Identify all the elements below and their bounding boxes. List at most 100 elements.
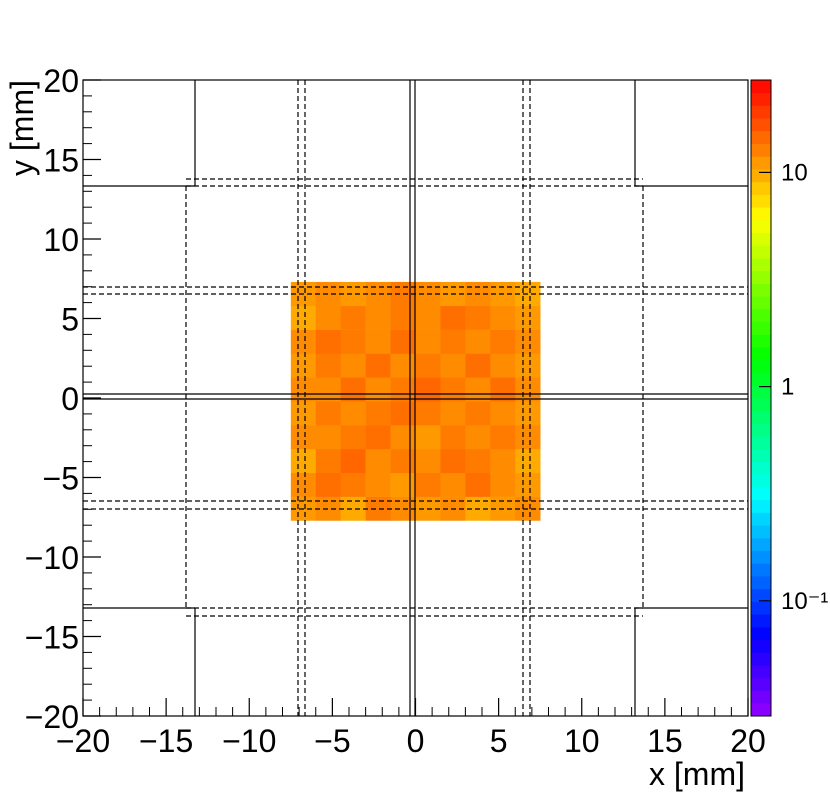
heatmap-cell: [415, 448, 441, 474]
color-step: [751, 576, 771, 590]
y-tick-label: −15: [25, 620, 79, 656]
heatmap-cell: [365, 377, 391, 402]
color-step: [751, 80, 771, 94]
heatmap-cell: [365, 448, 391, 474]
heatmap-cell: [440, 425, 466, 450]
heatmap-cell: [415, 305, 441, 330]
color-step: [751, 588, 771, 602]
color-step: [751, 258, 771, 272]
x-tick-label: 15: [647, 723, 683, 759]
color-step: [751, 677, 771, 691]
heatmap-cell: [365, 496, 391, 521]
heatmap-cell: [340, 448, 366, 474]
y-tick-label: 5: [61, 302, 79, 338]
heatmap-cell: [390, 401, 416, 426]
heatmap-cell: [290, 472, 317, 497]
heatmap-cell: [465, 401, 491, 426]
color-step: [751, 181, 771, 195]
color-step: [751, 194, 771, 208]
heatmap-cell: [465, 425, 491, 450]
axes: −20 −15 −10 −5 0 5 10 15 20 −20 −15 −10 −5 0 5 10 15 20: [25, 63, 766, 759]
heatmap-cell: [490, 329, 516, 354]
heatmap-cell: [315, 472, 341, 497]
heatmap-cell: [365, 472, 391, 497]
heatmap-cell: [290, 353, 317, 378]
heatmap-cell: [440, 329, 466, 354]
heatmap-cell: [340, 281, 366, 307]
heatmap-cell: [315, 448, 341, 474]
color-step: [751, 410, 771, 424]
heatmap-cell: [490, 305, 516, 330]
color-step: [751, 283, 771, 297]
heatmap-cell: [365, 329, 391, 354]
color-step: [751, 398, 771, 412]
heatmap-cell: [365, 353, 391, 378]
x-tick-label: 10: [564, 723, 600, 759]
y-tick-label: −5: [43, 461, 79, 497]
color-step: [751, 270, 771, 284]
heatmap-cell: [490, 425, 516, 450]
x-tick-label: −15: [139, 723, 193, 759]
color-step: [751, 219, 771, 234]
heatmap-cell: [490, 377, 516, 402]
heatmap-cell: [315, 353, 341, 378]
color-step: [751, 118, 771, 132]
heatmap-cell: [390, 377, 416, 402]
z-tick-label: 1: [781, 374, 794, 401]
heatmap-cell: [415, 425, 441, 450]
color-step: [751, 436, 771, 450]
heatmap-cell: [315, 305, 341, 330]
heatmap-cell: [390, 448, 416, 474]
x-tick-label: 0: [407, 723, 425, 759]
heatmap-cell: [415, 377, 441, 402]
y-axis-title: y [mm]: [4, 80, 40, 176]
heatmap-cell: [340, 377, 366, 402]
heatmap-cell: [465, 353, 491, 378]
heatmap-cell: [340, 472, 366, 497]
heatmap-cell: [465, 448, 491, 474]
heatmap-cell: [515, 472, 541, 497]
heatmap-cell: [465, 305, 491, 330]
color-step: [751, 448, 771, 462]
color-step: [751, 105, 771, 119]
heatmap-cell: [340, 329, 366, 354]
color-step: [751, 461, 771, 475]
color-step: [751, 537, 771, 552]
heatmap-cell: [515, 401, 541, 426]
color-step: [751, 296, 771, 310]
z-tick-label: 10: [781, 159, 808, 186]
heatmap-cell: [515, 305, 541, 330]
heatmap-cell: [440, 377, 466, 402]
detector-geometry: [83, 80, 748, 716]
color-step: [751, 245, 771, 259]
color-step: [751, 130, 771, 144]
heatmap-cell: [290, 425, 317, 450]
color-step: [751, 474, 771, 488]
color-step: [751, 143, 771, 157]
heatmap-cell: [390, 425, 416, 450]
heatmap-cell: [465, 472, 491, 497]
color-step: [751, 563, 771, 577]
color-step: [751, 614, 771, 628]
color-step: [751, 372, 771, 386]
y-tick-label: 20: [43, 63, 79, 99]
heatmap-cell: [315, 401, 341, 426]
y-tick-label: −20: [25, 699, 79, 735]
color-step: [751, 499, 771, 513]
color-bar: 10⁻¹ 1 10: [750, 79, 828, 717]
color-step: [751, 652, 771, 666]
heatmap-cell: [440, 353, 466, 378]
x-tick-label: 5: [490, 723, 508, 759]
color-step: [751, 703, 771, 717]
heatmap-cell: [365, 305, 391, 330]
x-tick-label: 20: [730, 723, 766, 759]
heatmap-cell: [490, 353, 516, 378]
heatmap-cell: [290, 329, 317, 354]
heatmap-cell: [340, 353, 366, 378]
x-tick-label: −10: [222, 723, 276, 759]
x-tick-label: −5: [314, 723, 350, 759]
color-step: [751, 512, 771, 526]
color-step: [751, 665, 771, 679]
heatmap-cell: [390, 353, 416, 378]
heatmap-cell: [315, 329, 341, 354]
